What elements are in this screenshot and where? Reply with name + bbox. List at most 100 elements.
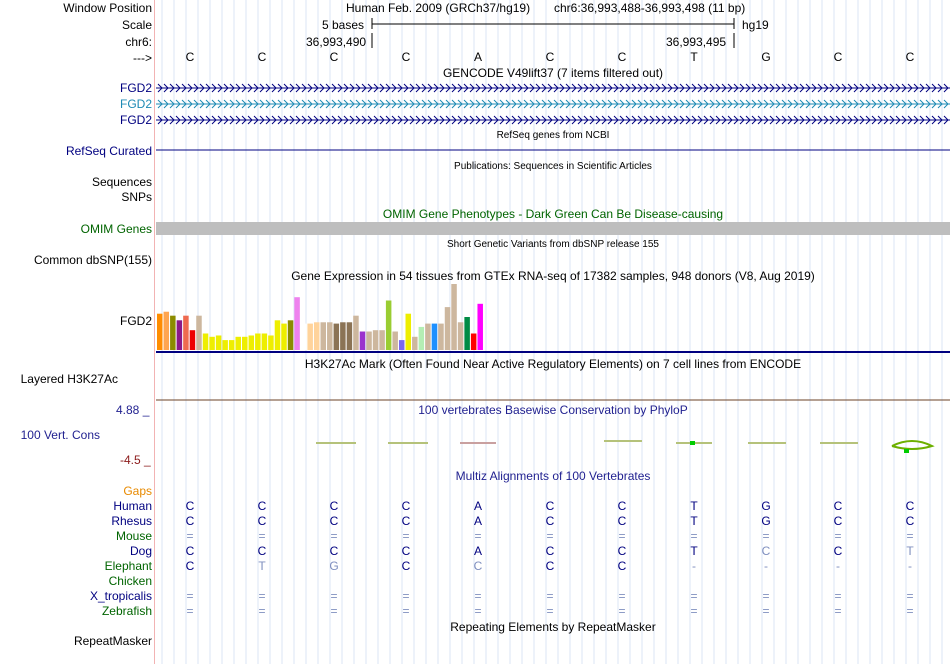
dbsnp-label[interactable]: Common dbSNP(155)	[33, 253, 152, 267]
multiz-title[interactable]: Multiz Alignments of 100 Vertebrates	[455, 469, 651, 483]
refseq-title[interactable]: RefSeq genes from NCBI	[496, 130, 610, 141]
multiz-species-label[interactable]: X_tropicalis	[89, 589, 152, 603]
alignment-base: C	[617, 544, 627, 558]
multiz-gaps-label[interactable]: Gaps	[123, 484, 152, 498]
strand-chevron	[289, 83, 295, 93]
alignment-base: T	[258, 559, 266, 573]
h3k27ac-signal-baseline[interactable]	[156, 398, 950, 402]
phylop-signal[interactable]	[156, 436, 950, 456]
strand-chevron	[727, 115, 733, 125]
gtex-tissue-bar	[333, 323, 340, 350]
strand-chevron	[595, 99, 601, 109]
gtex-tissue-bar	[457, 322, 464, 350]
strand-chevron	[433, 115, 439, 125]
gtex-title[interactable]: Gene Expression in 54 tissues from GTEx …	[291, 269, 815, 283]
gtex-tissue-bar	[451, 284, 457, 350]
gtex-tissue-bar	[340, 322, 346, 350]
publications-label-snps[interactable]: SNPs	[121, 190, 152, 204]
repeatmasker-label[interactable]: RepeatMasker	[73, 634, 152, 648]
strand-chevron	[505, 115, 511, 125]
repeatmasker-title[interactable]: Repeating Elements by RepeatMasker	[450, 620, 656, 634]
strand-chevron	[337, 115, 343, 125]
strand-chevron	[775, 83, 781, 93]
strand-chevron	[703, 99, 709, 109]
strand-chevron	[823, 99, 829, 109]
strand-chevron	[481, 115, 487, 125]
alignment-base: C	[401, 559, 411, 573]
multiz-species-label[interactable]: Dog	[129, 544, 152, 558]
multiz-species-label[interactable]: Rhesus	[111, 514, 152, 528]
strand-chevron	[307, 99, 313, 109]
strand-chevron	[787, 99, 793, 109]
multiz-species-label[interactable]: Chicken	[108, 574, 152, 588]
strand-chevron	[745, 99, 751, 109]
strand-chevron	[589, 115, 595, 125]
strand-chevron	[931, 115, 937, 125]
h3k27ac-label[interactable]: Layered H3K27Ac	[20, 372, 118, 386]
strand-chevron	[475, 83, 481, 93]
gtex-label[interactable]: FGD2	[119, 314, 152, 328]
alignment-base: =	[546, 529, 554, 543]
gtex-tissue-bar	[372, 330, 379, 350]
strand-chevron	[643, 115, 649, 125]
strand-chevron	[937, 99, 943, 109]
omim-label[interactable]: OMIM Genes	[80, 222, 152, 236]
strand-chevron	[631, 83, 637, 93]
multiz-species-label[interactable]: Zebrafish	[101, 604, 152, 618]
strand-chevron	[445, 115, 451, 125]
multiz-species-label[interactable]: Mouse	[115, 529, 152, 543]
phylop-min-value: -4.5 _	[120, 453, 151, 467]
gtex-tissue-bar	[379, 330, 385, 350]
omim-gene-bar[interactable]	[156, 222, 950, 235]
strand-chevron	[745, 83, 751, 93]
alignment-base: =	[906, 589, 914, 603]
multiz-species-label[interactable]: Human	[113, 499, 152, 513]
gencode-transcript-3[interactable]	[156, 115, 950, 125]
strand-chevron	[463, 115, 469, 125]
strand-chevron	[667, 115, 673, 125]
strand-chevron	[445, 99, 451, 109]
strand-chevron	[229, 99, 235, 109]
strand-chevron	[631, 115, 637, 125]
strand-chevron	[607, 83, 613, 93]
strand-chevron	[277, 83, 283, 93]
strand-chevron	[331, 99, 337, 109]
refseq-gene-line[interactable]	[156, 148, 950, 152]
strand-chevron	[757, 99, 763, 109]
strand-chevron	[601, 99, 607, 109]
strand-chevron	[439, 115, 445, 125]
publications-label-sequences[interactable]: Sequences	[91, 175, 152, 189]
publications-title[interactable]: Publications: Sequences in Scientific Ar…	[454, 161, 652, 172]
omim-title[interactable]: OMIM Gene Phenotypes - Dark Green Can Be…	[382, 207, 724, 221]
gencode-transcript-1[interactable]	[156, 83, 950, 93]
gencode-track-label-1[interactable]: FGD2	[119, 81, 152, 95]
gencode-track-label-3[interactable]: FGD2	[119, 113, 152, 127]
strand-chevron	[397, 99, 403, 109]
strand-chevron	[811, 115, 817, 125]
dbsnp-title[interactable]: Short Genetic Variants from dbSNP releas…	[447, 239, 659, 250]
refseq-label[interactable]: RefSeq Curated	[65, 144, 152, 158]
strand-chevron	[625, 83, 631, 93]
phylop-label[interactable]: 100 Vert. Cons	[20, 428, 100, 442]
strand-chevron	[265, 83, 271, 93]
strand-chevron	[505, 99, 511, 109]
gtex-expression-chart[interactable]	[156, 284, 950, 354]
strand-chevron	[829, 115, 835, 125]
alignment-base: =	[474, 529, 482, 543]
alignment-base: =	[402, 589, 410, 603]
strand-chevron	[793, 99, 799, 109]
gencode-track-label-2[interactable]: FGD2	[119, 97, 152, 111]
strand-chevron	[805, 83, 811, 93]
gencode-transcript-2[interactable]	[156, 99, 950, 109]
strand-chevron	[169, 115, 175, 125]
strand-chevron	[523, 83, 529, 93]
strand-chevron	[691, 99, 697, 109]
gencode-title[interactable]: GENCODE V49lift37 (7 items filtered out)	[442, 66, 664, 80]
multiz-species-label[interactable]: Elephant	[104, 559, 152, 573]
h3k27ac-title[interactable]: H3K27Ac Mark (Often Found Near Active Re…	[304, 357, 802, 371]
strand-chevron	[421, 99, 427, 109]
strand-chevron	[427, 99, 433, 109]
strand-chevron	[715, 115, 721, 125]
phylop-title[interactable]: 100 vertebrates Basewise Conservation by…	[418, 403, 688, 417]
